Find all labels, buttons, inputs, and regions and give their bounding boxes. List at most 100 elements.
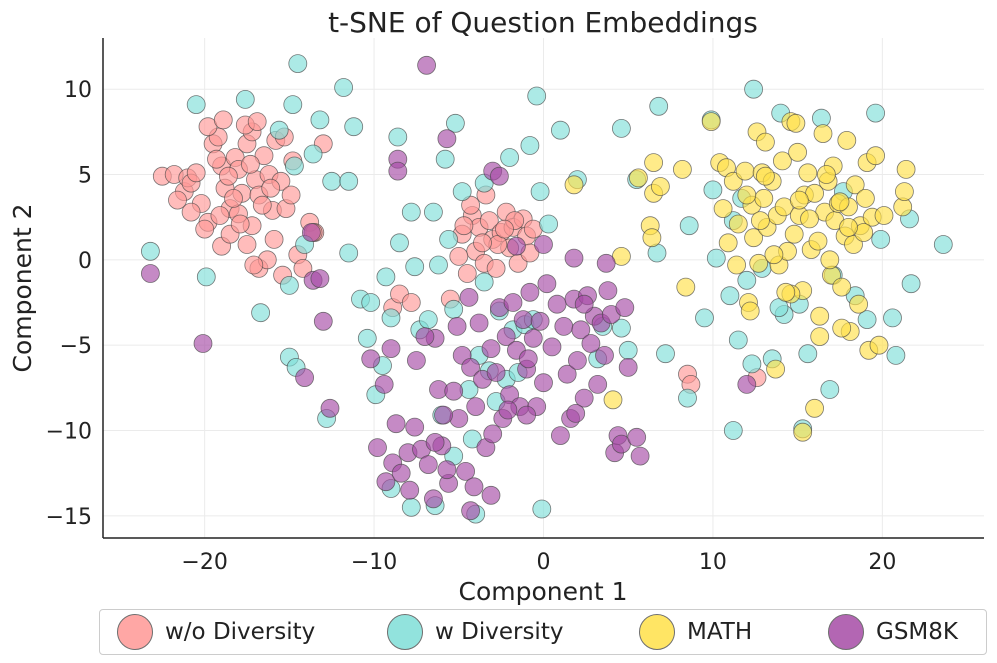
data-point-w-diversity: [310, 110, 330, 130]
data-point-w-o-diversity: [495, 219, 514, 239]
data-point-math: [737, 185, 757, 205]
data-point-w-diversity: [376, 267, 396, 287]
data-point-w-diversity: [462, 429, 482, 449]
data-point-w-diversity: [883, 308, 902, 328]
data-point-math: [740, 301, 760, 321]
data-point-math: [788, 142, 807, 162]
data-point-gsm8k: [437, 460, 457, 480]
data-point-gsm8k: [534, 373, 553, 393]
data-point-math: [727, 255, 746, 275]
data-point-gsm8k: [513, 310, 533, 330]
data-point-w-o-diversity: [230, 214, 250, 234]
data-point-w-diversity: [744, 79, 763, 99]
legend-item-w-diversity[interactable]: w Diversity: [387, 612, 563, 652]
data-point-w-diversity: [866, 103, 885, 123]
data-point-math: [817, 165, 836, 184]
data-point-gsm8k: [523, 328, 543, 348]
data-point-math: [718, 233, 738, 253]
legend-item-wo-diversity[interactable]: w/o Diversity: [117, 612, 315, 652]
data-point-gsm8k: [481, 485, 501, 505]
data-point-math: [764, 245, 784, 265]
data-point-gsm8k: [193, 334, 213, 353]
data-point-gsm8k: [574, 388, 594, 408]
data-point-math: [793, 422, 813, 442]
x-tick-label: 0: [537, 550, 551, 575]
data-point-w-diversity: [445, 113, 465, 133]
data-point-math: [744, 228, 763, 248]
data-point-w-diversity: [401, 497, 421, 517]
data-point-w-diversity: [388, 127, 408, 147]
data-point-w-diversity: [435, 149, 455, 169]
data-point-w-o-diversity: [168, 190, 187, 210]
data-point-w-diversity: [703, 180, 723, 200]
data-point-gsm8k: [405, 417, 425, 437]
data-point-gsm8k: [423, 489, 443, 509]
data-point-math: [874, 206, 894, 225]
data-point-math: [810, 327, 830, 347]
data-point-w-diversity: [551, 120, 570, 140]
legend-marker-w-diversity: [387, 614, 423, 650]
axes: [102, 38, 984, 539]
data-point-gsm8k: [489, 166, 509, 186]
data-point-gsm8k: [517, 405, 536, 425]
data-point-w-diversity: [196, 267, 216, 287]
data-point-gsm8k: [520, 282, 540, 302]
data-point-w-diversity: [303, 144, 323, 164]
data-point-w-o-diversity: [449, 246, 469, 266]
data-point-gsm8k: [537, 274, 557, 294]
data-point-gsm8k: [588, 374, 608, 394]
legend-item-gsm8k[interactable]: GSM8K: [828, 612, 958, 652]
data-point-math: [805, 398, 824, 418]
data-point-w-diversity: [279, 275, 299, 295]
data-point-w-diversity: [401, 202, 421, 222]
data-point-gsm8k: [434, 405, 453, 425]
data-point-w-diversity: [678, 388, 697, 408]
x-tick-label: −20: [181, 550, 227, 575]
data-point-w-o-diversity: [207, 149, 226, 169]
data-point-gsm8k: [571, 320, 591, 340]
data-point-w-diversity: [737, 270, 757, 290]
data-point-math: [808, 231, 828, 251]
data-point-gsm8k: [417, 55, 437, 75]
data-point-w-o-diversity: [486, 258, 506, 278]
data-point-math: [844, 235, 863, 254]
legend-item-math[interactable]: MATH: [639, 612, 752, 652]
data-point-w-o-diversity: [247, 112, 267, 131]
data-point-math: [629, 168, 648, 188]
legend: w/o Diversity w Diversity MATH GSM8K: [99, 609, 987, 655]
data-point-w-o-diversity: [281, 185, 301, 205]
data-point-gsm8k: [425, 432, 445, 452]
data-point-math: [798, 163, 818, 183]
data-point-w-o-diversity: [252, 195, 272, 215]
data-point-w-diversity: [695, 308, 714, 328]
chart-title: t-SNE of Question Embeddings: [328, 6, 758, 39]
data-point-gsm8k: [437, 129, 457, 149]
x-tick-label: 20: [868, 550, 896, 575]
data-point-gsm8k: [547, 294, 567, 314]
data-point-math: [866, 146, 885, 166]
data-point-w-diversity: [612, 318, 631, 338]
data-point-w-o-diversity: [461, 195, 481, 215]
data-point-w-diversity: [474, 272, 494, 292]
y-tick-label: 0: [78, 249, 92, 274]
data-point-math: [728, 214, 748, 234]
data-point-gsm8k: [418, 455, 438, 475]
data-point-math: [564, 175, 584, 195]
data-point-w-o-diversity: [479, 211, 499, 231]
data-point-math: [603, 390, 623, 410]
data-point-gsm8k: [598, 281, 618, 301]
data-point-w-diversity: [418, 310, 438, 330]
legend-marker-wo-diversity: [117, 614, 153, 650]
data-point-w-diversity: [706, 248, 726, 268]
data-point-w-diversity: [527, 86, 547, 106]
data-point-gsm8k: [313, 311, 333, 331]
data-point-w-diversity: [186, 95, 206, 114]
data-point-w-o-diversity: [261, 178, 281, 198]
data-point-gsm8k: [447, 316, 467, 336]
y-tick-label: −5: [60, 334, 92, 359]
data-point-gsm8k: [381, 339, 401, 359]
data-point-w-diversity: [140, 241, 160, 261]
data-point-w-diversity: [452, 182, 472, 202]
data-point-w-o-diversity: [244, 255, 264, 275]
data-point-math: [800, 209, 819, 229]
